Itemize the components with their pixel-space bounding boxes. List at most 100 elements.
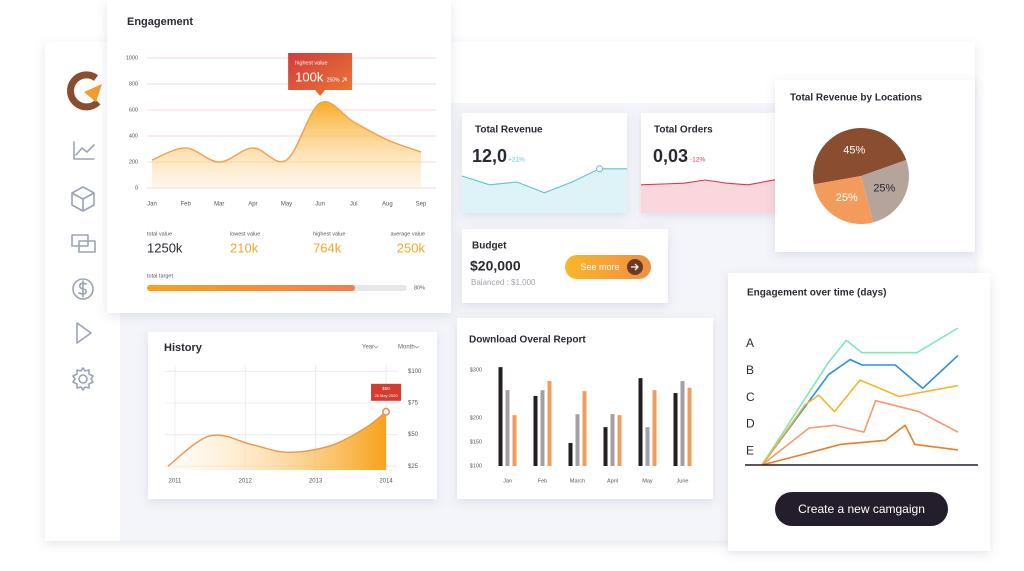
button-arrow [631,263,639,271]
settings-icon[interactable] [72,367,94,391]
change-label: +21% [508,157,525,164]
x-tick-label: Jul [350,202,358,208]
chart-icon[interactable] [73,141,95,160]
y-tick-label: 400 [129,133,138,139]
chart-title: Total Revenue by Locations [790,93,922,104]
x-tick-label: 2012 [239,479,253,485]
y-tick-label: $100 [470,463,482,469]
x-tick-label: April [607,478,618,484]
x-tick-label: May [642,478,653,484]
progress-label: total target [147,273,173,279]
chart-title: Download Overal Report [469,335,586,346]
bar [610,414,615,466]
legend-label: B [746,363,754,377]
bar [505,390,510,466]
button-bg [775,492,948,526]
sparkline-area [462,168,627,213]
chart-card: 45% 25% 25% Total Revenue by Locations [775,80,975,252]
chart-title: History [164,342,203,354]
bar [645,427,650,466]
pie-slice [813,176,874,224]
x-tick-label: Mar [214,202,224,208]
y-tick-label: $50 [408,432,419,438]
pie-slice [813,128,907,185]
slice-label: 45% [843,144,865,156]
bar [533,395,538,466]
chart-title: Engagement [127,16,193,28]
x-tick-label: Jan [503,478,512,484]
card [148,332,437,499]
change-label: -12% [690,157,705,164]
legend-label: D [746,417,755,431]
y-tick-label: $75 [408,401,419,407]
series-line [761,399,959,466]
y-tick-label: $300 [470,367,482,373]
y-tick-label: $150 [470,439,482,445]
stat-label: average value [390,231,425,237]
bar [638,378,643,466]
bar [540,390,545,466]
slice-label: 25% [873,182,895,194]
create-campaign-button[interactable]: Create a new camgaign [775,492,948,526]
play-icon[interactable] [76,322,92,344]
tooltip-value: 100k [295,69,324,84]
button-label: Create a new camgaign [798,502,925,516]
tooltip-arrow [341,77,347,83]
card [641,113,791,213]
bar [680,381,685,466]
tooltip-label: highest value [295,60,327,66]
logo[interactable] [67,71,102,111]
bar [617,415,622,466]
area-fill [152,101,421,188]
legend-label: E [746,443,754,457]
legend-label: C [746,390,755,404]
dollar-icon[interactable] [72,278,94,300]
headline-value: 0,03 [653,146,688,166]
x-tick-label: March [570,478,585,484]
dropdown-label: Year [362,345,374,351]
tooltip [288,52,353,96]
chart-card: Jan Feb Mar Apr May Jun Jul Aug Sep 0 200 400 600 800… [107,0,451,313]
annotation-box [371,383,402,401]
x-tick-label: Aug [382,202,393,208]
card [462,113,627,213]
y-tick-label: 1000 [126,55,138,61]
see-more-button[interactable]: See more [565,255,651,279]
stat-label: highest value [313,231,345,237]
x-tick-label: 2013 [309,479,323,485]
stat-value: 1250k [147,240,183,255]
sparkline-area [641,176,791,213]
x-tick-label: Sep [416,202,427,208]
y-tick-label: $25 [408,464,419,470]
chart-title: Total Orders [654,125,713,136]
x-tick-label: Feb [180,202,191,208]
area-line [167,411,387,467]
x-tick-label: June [677,478,689,484]
box-icon[interactable] [71,186,95,212]
y-tick-label: 800 [129,81,138,87]
area-fill [167,411,387,470]
budget-amount: $20,000 [470,258,521,274]
x-tick-label: Apr [248,202,257,208]
chart-card: 2011 2012 2013 2014 $100 $75 $50 $25 $50 26 May 2… [148,332,437,499]
chart-card: $300 $200 $150 $100 Jan Feb March April May June D… [457,318,713,499]
series-line [761,424,959,466]
area-line [151,101,422,163]
dropdown[interactable]: Year [362,345,379,351]
button-label: See more [580,262,619,272]
series-line [761,379,959,466]
slice-label: 25% [836,192,858,204]
bar [687,387,692,466]
stat-value: 210k [230,240,259,255]
y-tick-label: 200 [129,159,138,165]
dropdown-chevron [414,345,420,349]
chart-title: Total Revenue [475,125,543,136]
sparkline [640,176,792,186]
budget-title: Budget [472,241,507,252]
dropdown[interactable]: Month [398,345,420,351]
cards-icon[interactable] [71,234,96,253]
bar [575,414,580,466]
bar [582,391,587,466]
